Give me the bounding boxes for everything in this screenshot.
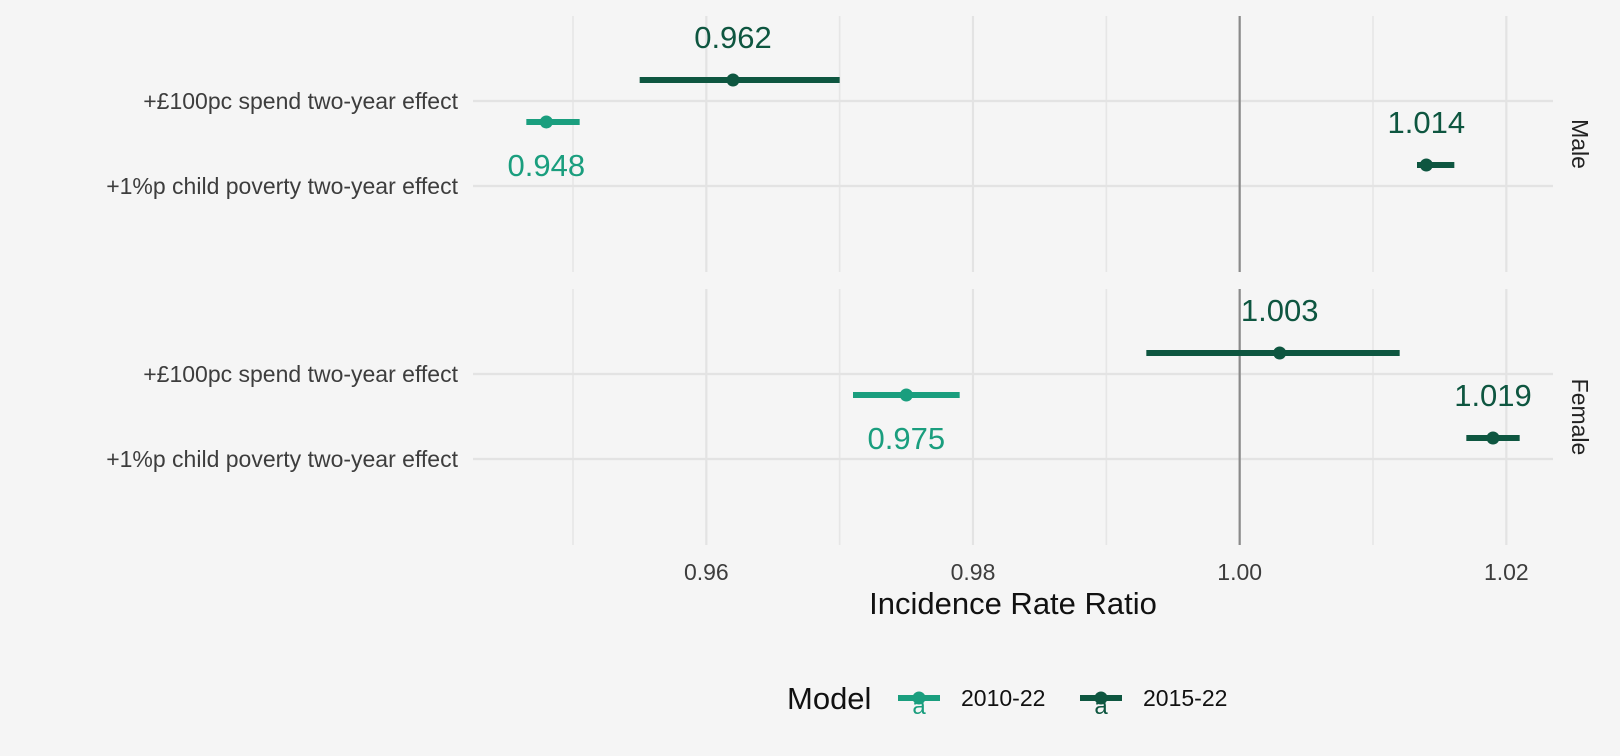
legend-key-glyph: a [912,693,926,720]
x-tick-label: 0.96 [684,559,729,585]
legend-title: Model [787,681,871,716]
x-axis-title: Incidence Rate Ratio [869,586,1157,621]
estimate-point [1486,431,1500,445]
data-label: 1.014 [1388,105,1466,140]
y-tick-label: +1%p child poverty two-year effect [106,446,458,472]
data-label: 0.962 [694,20,772,55]
facet-strip-label: Male [1567,119,1593,169]
x-tick-label: 1.00 [1217,559,1262,585]
y-tick-label: +1%p child poverty two-year effect [106,173,458,199]
y-tick-label: +£100pc spend two-year effect [143,88,458,114]
estimate-point [539,115,553,129]
data-label: 0.975 [868,421,946,456]
x-tick-label: 1.02 [1484,559,1529,585]
legend-key-point [1094,691,1108,705]
data-label: 1.003 [1241,293,1319,328]
estimate-point [1273,346,1287,360]
estimate-point [726,73,740,87]
data-label: 0.948 [508,148,586,183]
x-tick-label: 0.98 [951,559,996,585]
y-tick-label: +£100pc spend two-year effect [143,361,458,387]
data-label: 1.019 [1454,378,1532,413]
facet-strip-label: Female [1567,379,1593,456]
legend-label: 2010-22 [961,685,1045,711]
legend-key-glyph: a [1094,693,1108,720]
estimate-point [899,388,913,402]
legend-label: 2015-22 [1143,685,1227,711]
legend-key-point [912,691,926,705]
estimate-point [1419,158,1433,172]
